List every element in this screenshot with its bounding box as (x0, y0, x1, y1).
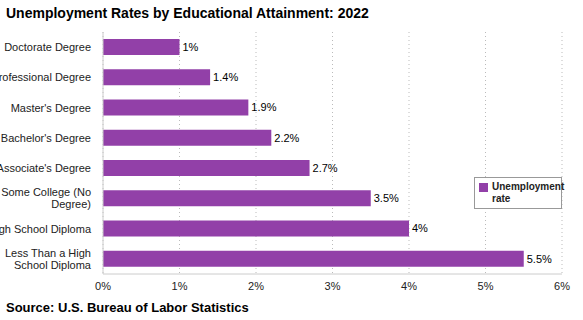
svg-text:Some College (NoDegree): Some College (NoDegree) (8, 186, 91, 210)
html-text:Unemployment Rates by Educatio: Unemployment Rates by Educational Attain… (6, 5, 369, 21)
svg-text:3%: 3% (325, 280, 341, 292)
svg-text:1%: 1% (183, 41, 199, 53)
svg-text:Master's Degree: Master's Degree (11, 102, 91, 114)
svg-text:2%: 2% (248, 280, 264, 292)
svg-text:Bachelor's Degree: Bachelor's Degree (8, 132, 91, 144)
svg-text:4%: 4% (401, 280, 417, 292)
svg-text:High School Diploma: High School Diploma (8, 223, 92, 235)
html-text:Source: U.S. Bureau of Labor S: Source: U.S. Bureau of Labor Statistics (6, 300, 249, 315)
svg-text:2.7%: 2.7% (313, 162, 338, 174)
svg-text:0%: 0% (95, 280, 111, 292)
html-text:Unemployment rate: Unemployment rate (492, 181, 565, 204)
svg-text:1%: 1% (172, 280, 188, 292)
svg-text:5%: 5% (478, 280, 494, 292)
svg-text:Doctorate Degree: Doctorate Degree (8, 41, 91, 53)
svg-text:3.5%: 3.5% (374, 192, 399, 204)
svg-text:5.5%: 5.5% (527, 253, 552, 265)
svg-text:Associate's Degree: Associate's Degree (8, 162, 91, 174)
svg-text:4%: 4% (412, 222, 428, 234)
svg-text:1.4%: 1.4% (213, 71, 238, 83)
svg-text:2.2%: 2.2% (274, 132, 299, 144)
svg-text:6%: 6% (554, 280, 570, 292)
svg-text:Less Than a HighSchool Diploma: Less Than a HighSchool Diploma (8, 247, 92, 271)
svg-text:Professional Degree: Professional Degree (8, 71, 91, 83)
svg-text:1.9%: 1.9% (251, 101, 276, 113)
